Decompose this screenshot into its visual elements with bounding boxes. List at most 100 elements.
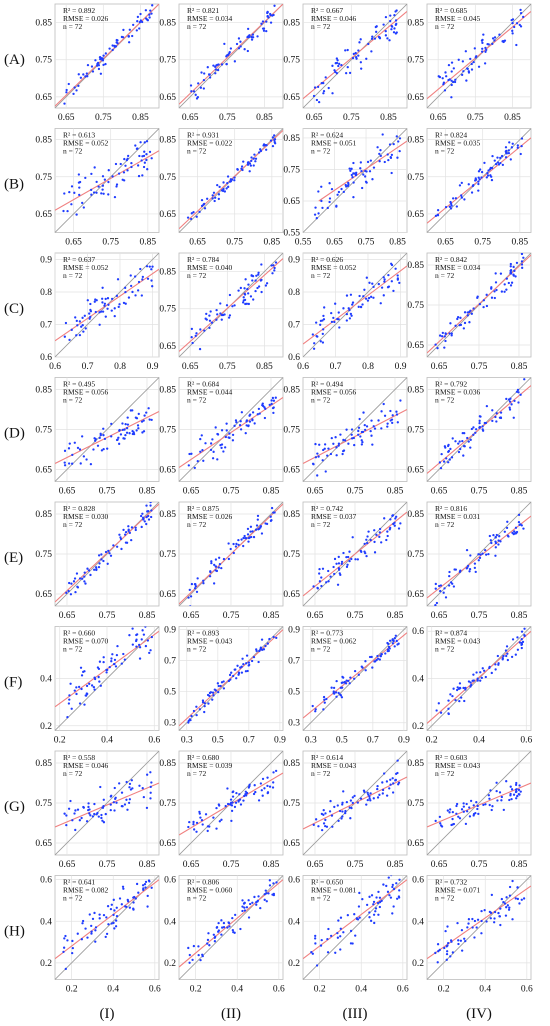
data-point [126,898,129,902]
data-point [115,41,118,44]
data-point [214,65,217,68]
data-point [233,805,237,809]
data-point [74,828,77,832]
data-point [217,921,220,925]
data-point [452,80,455,84]
tick-labels: 0.2 0.4 0.60.20.40.6 [164,876,285,995]
data-point [82,670,85,674]
n-label: n = 72 [187,894,206,903]
data-point [462,327,465,330]
data-point [398,149,401,153]
data-point [479,679,482,682]
data-point [457,942,460,946]
data-point [337,190,341,194]
data-point [451,437,454,440]
data-point [318,572,321,575]
data-point [206,942,209,945]
data-point [208,76,212,79]
data-point [344,183,347,187]
data-point [203,72,206,75]
r2-label: R² = 0.892 [63,6,95,15]
data-point [244,302,247,306]
data-point [249,525,253,528]
data-point [387,876,390,879]
data-point [224,804,227,808]
data-point [375,533,378,536]
data-point [70,707,73,710]
data-point [99,58,102,61]
data-point [474,179,477,182]
x-tick-label: 0.65 [437,238,454,248]
data-point [317,190,320,193]
data-point [209,310,212,313]
data-point [93,437,96,440]
data-point [85,684,89,688]
data-point [145,265,149,268]
data-point [71,453,74,457]
data-point [87,802,90,805]
data-point [482,803,485,807]
data-point [109,795,112,798]
data-point [380,286,384,289]
data-point [464,822,468,826]
y-tick-label: 0.75 [159,56,176,66]
x-tick-label: 0.75 [226,238,243,248]
data-point [455,205,458,208]
x-tick-label: 0.75 [99,487,116,497]
data-point [360,439,363,442]
r2-label: R² = 0.784 [187,255,219,264]
data-point [259,782,263,785]
data-point [328,197,332,200]
data-point [71,819,74,822]
data-point [436,943,440,946]
data-point [130,526,134,529]
data-point [511,29,514,32]
data-point [213,199,216,203]
data-point [345,565,349,568]
y-tick-label: 0.65 [407,210,424,220]
data-point [499,161,502,165]
data-point [396,156,399,159]
data-point [505,397,508,401]
data-point [100,558,103,561]
data-point [361,898,364,901]
data-point [113,909,116,912]
data-point [136,15,140,19]
r2-label: R² = 0.650 [311,878,343,887]
data-point [82,806,85,809]
y-tick-label: 0.85 [407,386,424,396]
data-point [253,422,256,425]
data-point [345,428,348,431]
data-point [197,945,200,948]
data-point [150,157,153,160]
data-point [266,14,269,18]
data-point [490,178,494,182]
data-point [111,48,114,52]
data-point [151,4,154,7]
y-tick-label: 0.75 [35,426,52,436]
rmse-label: RMSE = 0.043 [435,637,481,646]
data-point [215,807,218,810]
data-point [441,77,444,80]
data-point [128,432,131,435]
data-point [110,660,113,663]
data-point [102,192,105,195]
data-point [514,526,518,529]
data-point [145,515,148,519]
data-point [85,72,88,75]
data-point [355,171,358,174]
data-point [219,444,222,447]
data-point [349,799,353,802]
data-point [443,346,446,349]
data-point [463,937,466,940]
data-point [122,28,125,32]
x-tick-label: 0.65 [326,238,343,248]
data-point [476,918,480,921]
data-point [106,905,110,908]
data-point [90,924,93,928]
data-point [505,151,508,155]
data-point [334,951,337,954]
